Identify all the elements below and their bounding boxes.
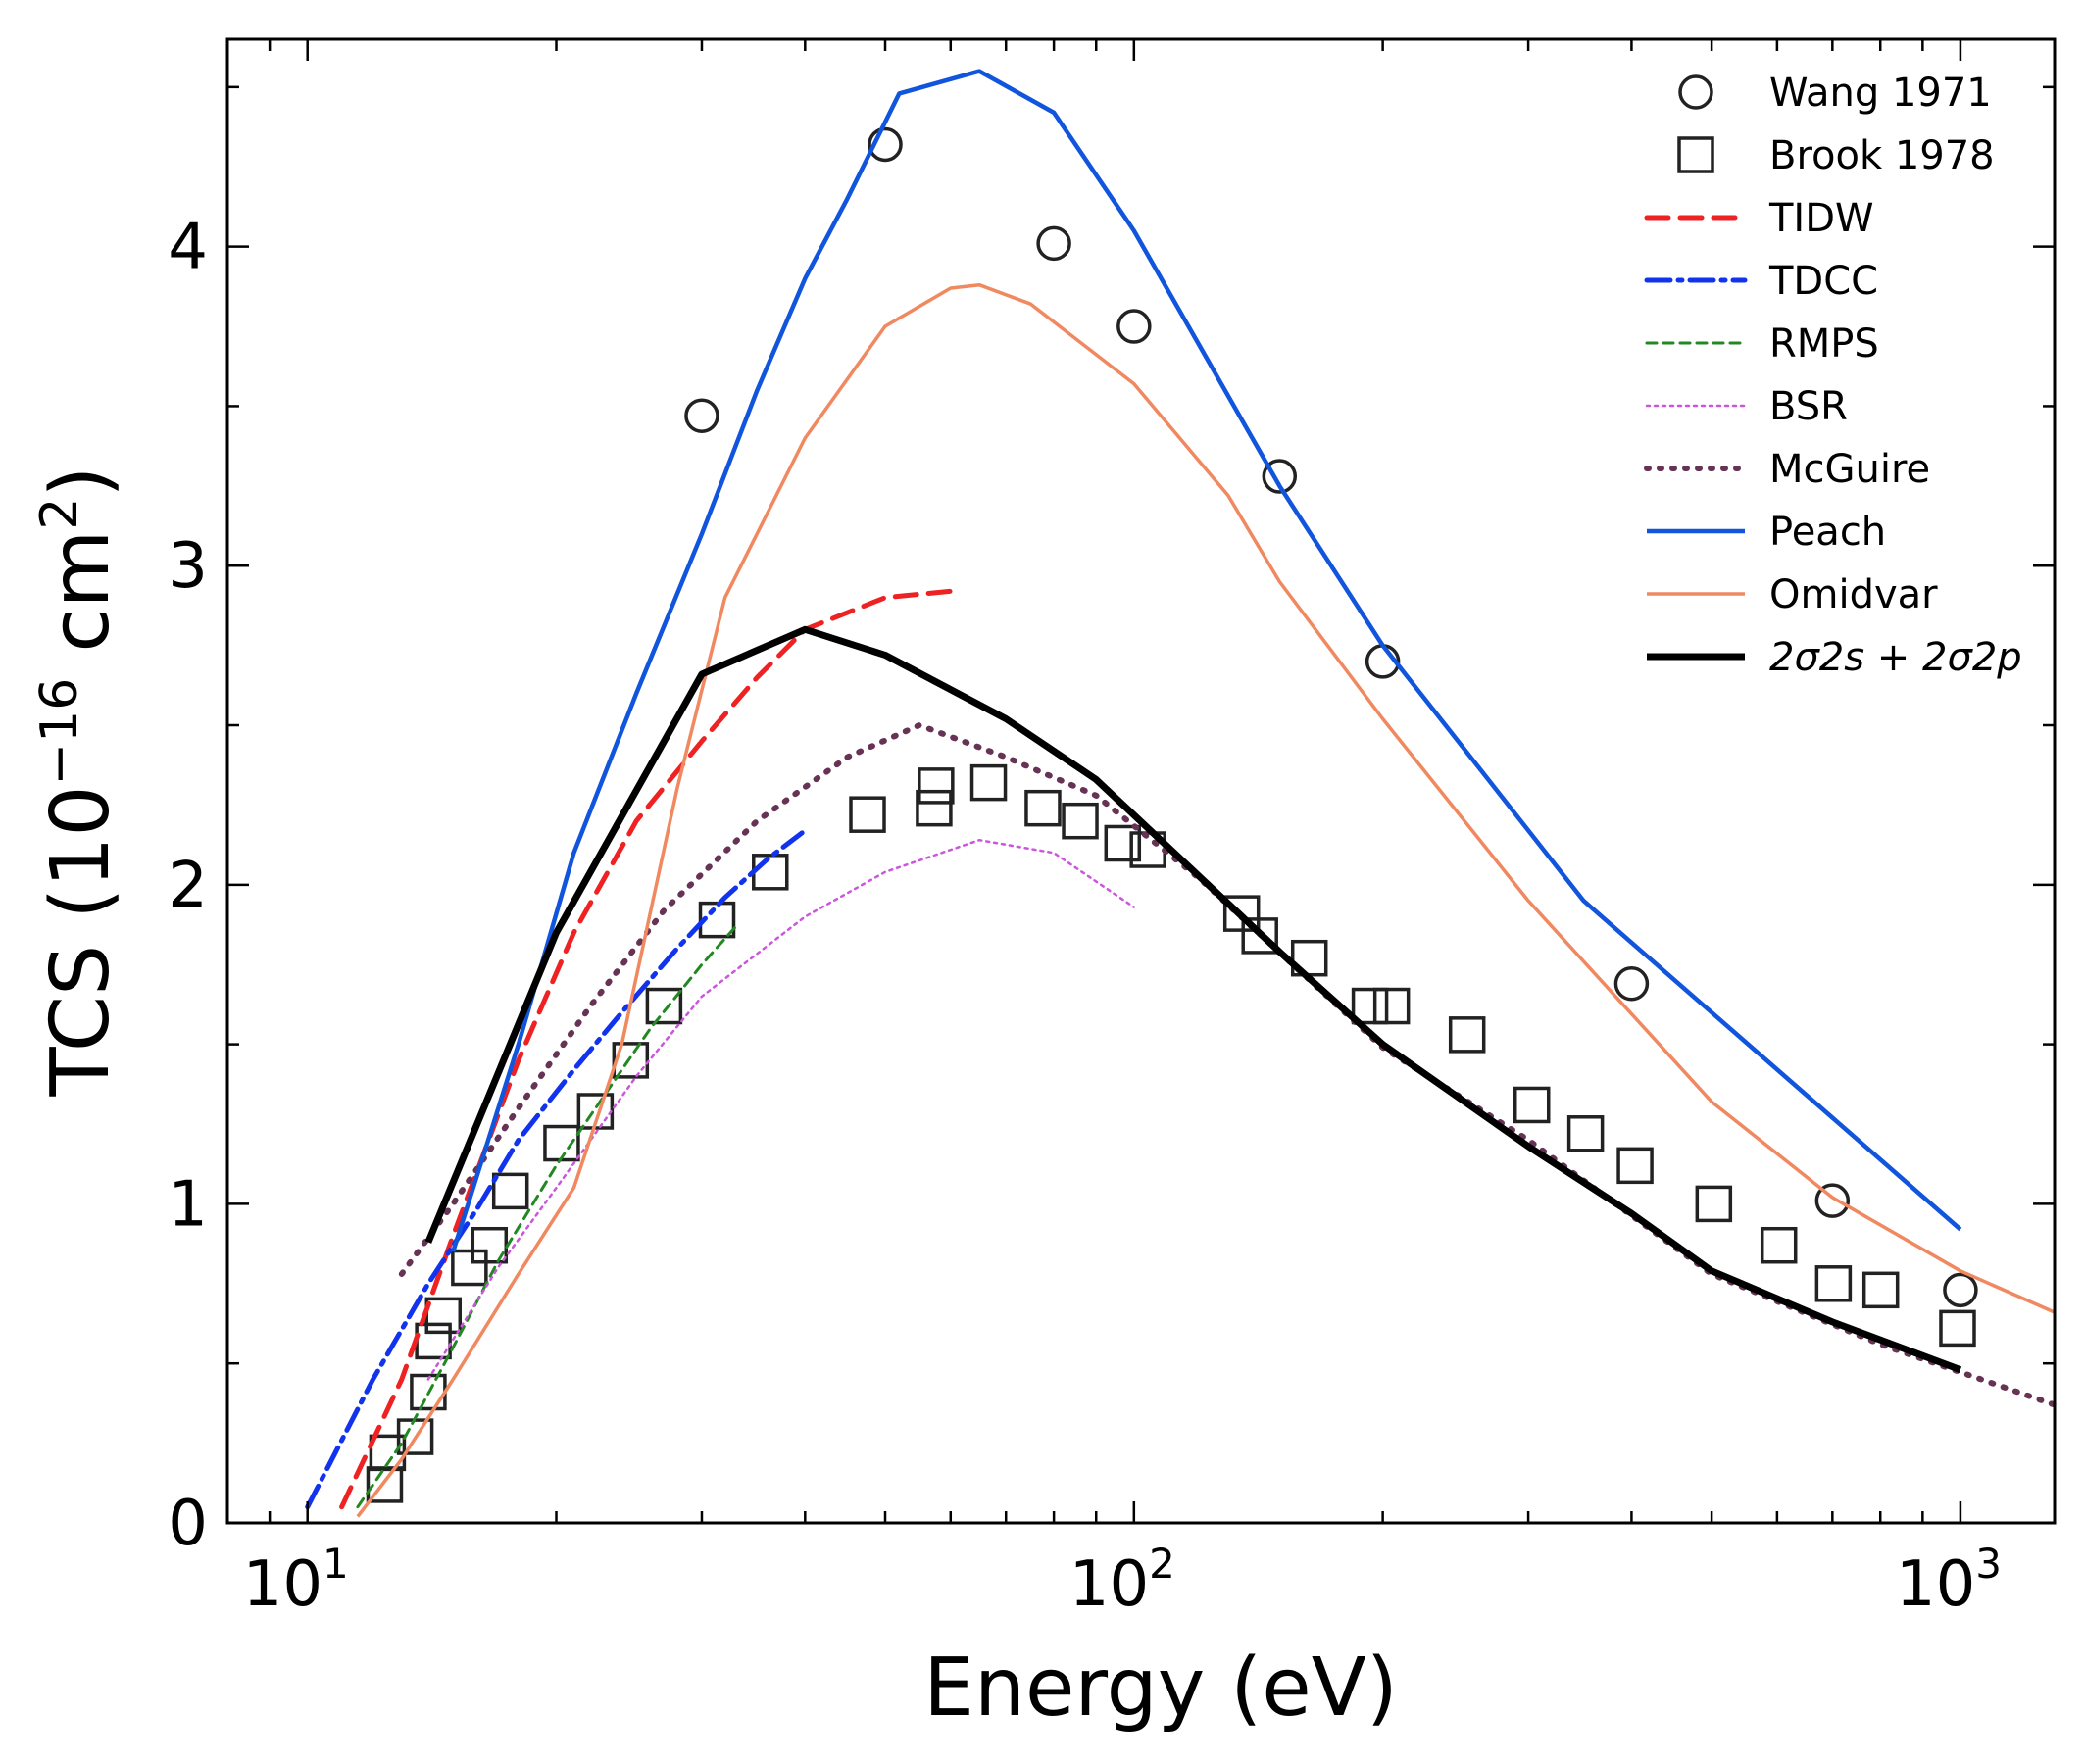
legend-item-omidvar: Omidvar (1647, 572, 1938, 617)
series-line-bsr (426, 838, 1136, 1381)
legend-label-bsr: BSR (1769, 384, 1848, 429)
y-tick-label: 0 (168, 1488, 208, 1560)
legend-label-tidw: TIDW (1768, 196, 1874, 241)
data-point-wang-1971 (1613, 966, 1650, 1002)
data-point-wang-1971 (1036, 225, 1071, 262)
series-rmps (356, 924, 738, 1509)
y-axis-title: TCS (10−16 cm2) (30, 466, 127, 1098)
labels-layer: Energy (eV) TCS (10−16 cm2) (30, 466, 1398, 1735)
legend-label-wang-1971: Wang 1971 (1769, 71, 1992, 116)
data-point-brook-1978 (1814, 1265, 1853, 1302)
legend-label-2-2s-2-2p: 2σ2s + 2σ2p (1769, 635, 2022, 680)
data-point-brook-1978 (1861, 1271, 1900, 1309)
legend-item-mcguire: McGuire (1644, 447, 1930, 492)
data-point-brook-1978 (916, 789, 953, 827)
x-axis-title: Energy (eV) (923, 1642, 1398, 1735)
legend-item-brook-1978: Brook 1978 (1677, 133, 1995, 178)
data-point-wang-1971 (1116, 309, 1152, 344)
data-point-brook-1978 (1448, 1016, 1486, 1054)
data-point-brook-1978 (1566, 1115, 1605, 1152)
series-bsr (426, 838, 1136, 1381)
series-line-2-2s-2-2p (424, 625, 1962, 1373)
legend-label-mcguire: McGuire (1769, 447, 1930, 492)
data-point-brook-1978 (1939, 1309, 1976, 1348)
y-axis-title-pre: TCS (10 (34, 785, 127, 1097)
series-line-peach (451, 69, 1962, 1252)
series-2-2s-2-2p (424, 625, 1962, 1373)
y-tick-label: 2 (168, 850, 208, 922)
legend-item-2-2s-2-2p: 2σ2s + 2σ2p (1647, 635, 2022, 680)
legend-item-tdcc: TDCC (1644, 259, 1878, 304)
legend-item-bsr: BSR (1645, 384, 1848, 429)
legend-label-omidvar: Omidvar (1769, 572, 1938, 617)
series-tdcc (305, 828, 808, 1510)
series-peach (451, 69, 1962, 1252)
data-point-brook-1978 (1372, 987, 1411, 1025)
series-line-tidw (339, 588, 954, 1510)
y-axis-title-mid: cm (34, 530, 127, 678)
data-point-brook-1978 (1616, 1147, 1654, 1185)
data-point-brook-1978 (645, 987, 683, 1025)
data-point-brook-1978 (969, 763, 1008, 802)
y-axis-title-exp2: 2 (30, 498, 89, 530)
data-point-brook-1978 (1104, 824, 1142, 862)
series-omidvar (356, 282, 2056, 1518)
x-tick-label: 103 (1896, 1540, 2002, 1621)
legend-label-brook-1978: Brook 1978 (1769, 133, 1995, 178)
data-point-wang-1971 (684, 398, 719, 433)
data-point-wang-1971 (868, 126, 903, 163)
data-point-brook-1978 (491, 1172, 529, 1210)
data-point-brook-1978 (918, 767, 955, 805)
series-line-tdcc (305, 828, 808, 1510)
legend-item-peach: Peach (1647, 510, 1886, 555)
legend-item-tidw: TIDW (1644, 196, 1874, 241)
series-tidw (339, 588, 954, 1510)
legend: Wang 1971 Brook 1978 TIDW TDCC RMPS BSR McGuir… (1644, 71, 2022, 680)
legend-swatch-brook-1978 (1677, 136, 1714, 173)
data-point-brook-1978 (612, 1042, 650, 1079)
y-tick-label: 4 (168, 212, 208, 284)
legend-label-peach: Peach (1769, 510, 1886, 555)
series-wang-1971 (684, 126, 1978, 1308)
ticks-layer: 0 1 2 3 4 101 102 103 (168, 39, 2055, 1621)
data-point-brook-1978 (1695, 1185, 1733, 1223)
legend-label-rmps: RMPS (1769, 321, 1879, 367)
data-point-brook-1978 (1024, 789, 1062, 827)
y-axis-title-exp: −16 (30, 678, 89, 786)
data-point-brook-1978 (1351, 987, 1389, 1025)
data-point-wang-1971 (1943, 1272, 1978, 1308)
data-point-brook-1978 (451, 1249, 488, 1287)
series-layer (305, 69, 2058, 1518)
data-point-brook-1978 (849, 796, 886, 833)
data-point-brook-1978 (1062, 802, 1099, 840)
legend-label-tdcc: TDCC (1768, 259, 1878, 304)
data-point-brook-1978 (1760, 1226, 1798, 1264)
series-line-rmps (356, 924, 738, 1509)
legend-item-rmps: RMPS (1645, 321, 1879, 367)
y-tick-label: 3 (168, 530, 208, 603)
x-tick-label: 102 (1069, 1540, 1175, 1621)
x-tick-label: 101 (243, 1540, 349, 1621)
plot-frame (225, 37, 2057, 1525)
y-axis-title-post: ) (34, 466, 127, 498)
data-point-wang-1971 (1814, 1183, 1851, 1218)
series-mcguire (398, 722, 2058, 1408)
series-line-mcguire (398, 722, 2058, 1408)
data-point-brook-1978 (1513, 1086, 1551, 1124)
data-point-brook-1978 (1241, 917, 1278, 955)
legend-swatch-wang-1971 (1678, 74, 1713, 110)
y-tick-label: 1 (168, 1168, 208, 1241)
legend-item-wang-1971: Wang 1971 (1678, 71, 1992, 116)
series-line-omidvar (356, 282, 2056, 1518)
data-point-wang-1971 (1262, 459, 1298, 494)
